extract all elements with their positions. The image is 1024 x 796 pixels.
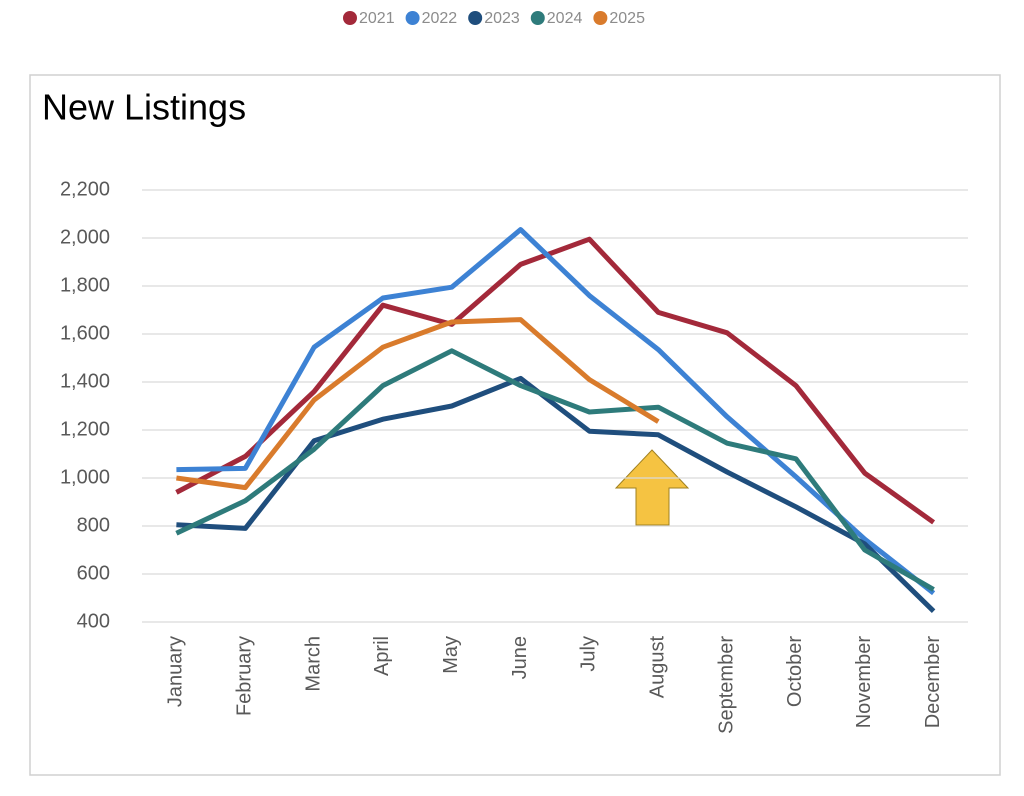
legend-label: 2021 (359, 10, 395, 27)
x-tick-label: July (578, 636, 600, 672)
line-series (176, 227, 936, 596)
legend-marker (468, 11, 483, 25)
x-tick-label: September (715, 636, 737, 734)
legend-marker (530, 11, 545, 25)
legend-label: 2024 (547, 10, 583, 27)
y-tick-label: 1,600 (60, 322, 110, 344)
x-tick-label: March (302, 636, 324, 692)
x-tick-label: June (509, 636, 531, 679)
y-tick-label: 400 (77, 610, 110, 632)
legend-marker (343, 11, 357, 25)
legend-label: 2022 (422, 10, 458, 27)
y-tick-label: 800 (77, 514, 110, 536)
line-series (175, 348, 935, 592)
x-tick-label: November (853, 636, 875, 729)
legend-marker (593, 11, 608, 25)
legend-marker (405, 11, 420, 25)
line-series (176, 317, 660, 491)
x-tick-label: April (371, 636, 393, 676)
y-tick-label: 600 (77, 562, 110, 584)
x-tick-label: August (647, 636, 669, 699)
y-tick-label: 1,800 (60, 274, 110, 296)
y-tick-label: 2,200 (60, 178, 110, 200)
y-tick-label: 1,200 (60, 418, 110, 440)
arrow-annotation (614, 449, 690, 526)
x-tick-label: February (234, 636, 256, 716)
x-tick-label: May (440, 636, 462, 674)
legend-label: 2023 (484, 10, 520, 27)
chart-title: New Listings (42, 87, 246, 128)
x-tick-label: December (922, 636, 944, 729)
line-series (175, 236, 936, 525)
y-tick-label: 1,400 (60, 370, 110, 392)
y-tick-label: 2,000 (60, 226, 110, 248)
chart-frame (29, 74, 1001, 776)
x-tick-label: January (165, 636, 187, 707)
legend-label: 2025 (609, 10, 645, 27)
y-tick-label: 1,000 (60, 466, 110, 488)
x-tick-label: October (784, 636, 806, 707)
